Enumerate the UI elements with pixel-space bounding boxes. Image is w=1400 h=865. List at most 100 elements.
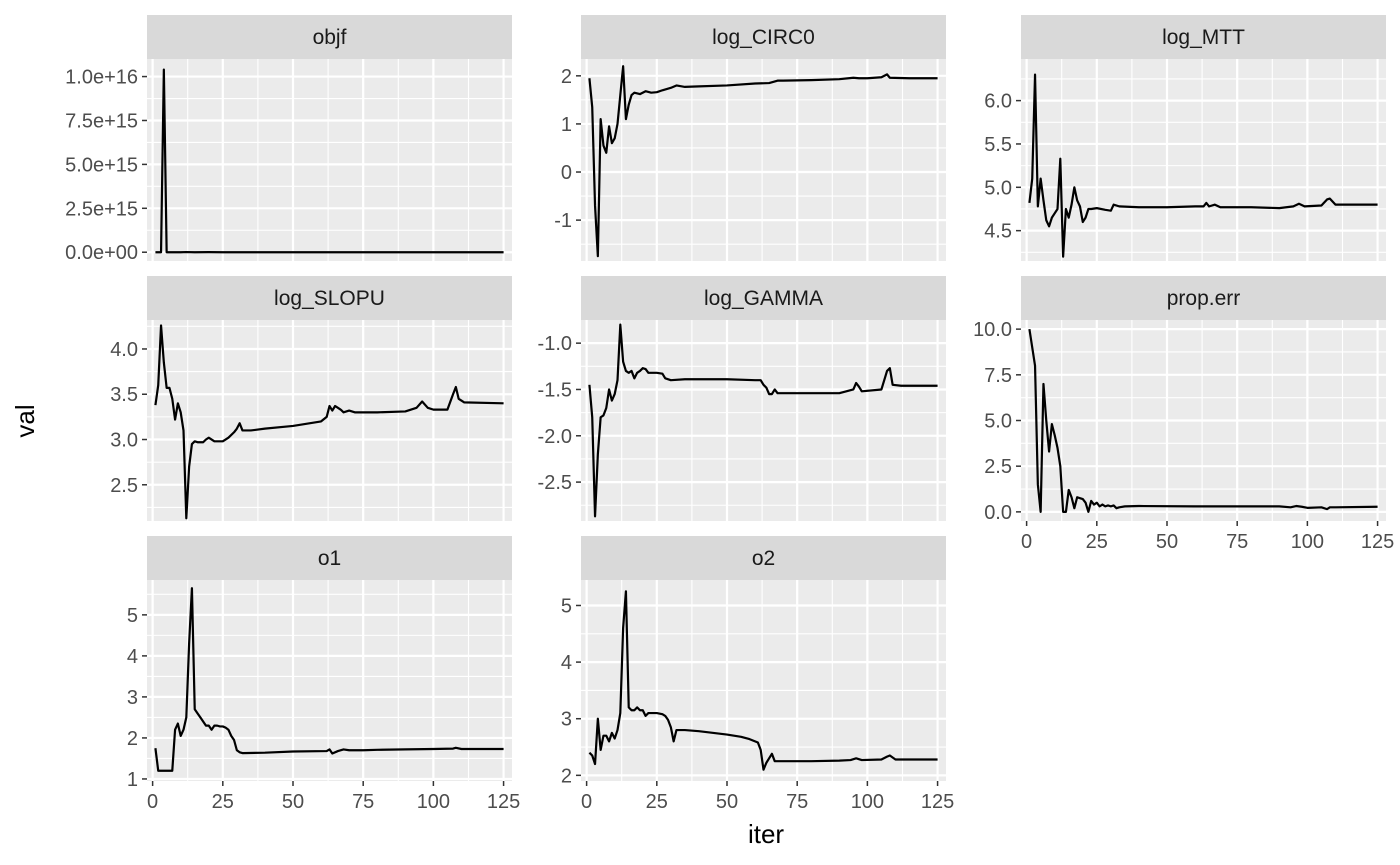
x-tick-label: 75 <box>352 791 374 813</box>
panel-background <box>581 580 946 781</box>
y-tick-label: 4 <box>127 646 138 668</box>
facet-strip <box>581 276 946 320</box>
y-tick-label: 2.5e+15 <box>65 198 138 220</box>
facet-panel-log_SLOPU: log_SLOPU 2.5 3.0 3.5 4.0 <box>110 276 512 521</box>
facet-panel-log_GAMMA: log_GAMMA -2.5 -2.0 -1.5 -1.0 <box>538 276 946 521</box>
y-tick-label: 5.5 <box>984 134 1012 156</box>
y-tick-label: 2 <box>561 66 572 88</box>
x-tick-label: 100 <box>1291 531 1324 553</box>
y-tick-label: 10.0 <box>973 319 1012 341</box>
facet-strip <box>1021 15 1386 59</box>
y-tick-label: 5 <box>127 605 138 627</box>
y-tick-label: 3 <box>127 687 138 709</box>
x-tick-label: 0 <box>1021 531 1032 553</box>
y-tick-label: 3 <box>561 709 572 731</box>
gridlines <box>1021 320 1386 521</box>
panel-background <box>1021 59 1386 261</box>
y-tick-label: 0.0 <box>984 502 1012 524</box>
y-tick-label: 4.5 <box>984 221 1012 243</box>
panel-background <box>581 59 946 261</box>
y-tick-label: 1.0e+16 <box>65 67 138 89</box>
facet-panel-log_MTT: log_MTT 4.5 5.0 5.5 6.0 <box>984 15 1386 261</box>
series-line-log_MTT <box>1028 73 1378 258</box>
x-tick-label: 100 <box>851 791 884 813</box>
y-tick-label: 0.0e+00 <box>65 242 138 264</box>
x-tick-label: 100 <box>417 791 450 813</box>
gridlines <box>147 580 512 781</box>
panels-layer: objf 0.0e+00 2.5e+15 5.0e+15 7.5e+15 1.0e+16 l… <box>65 15 1394 813</box>
panel-background <box>147 320 512 521</box>
y-tick-label: 7.5e+15 <box>65 110 138 132</box>
y-tick-label: 1 <box>561 114 572 136</box>
facet-strip <box>581 536 946 580</box>
facet-strip <box>147 15 512 59</box>
facet-strip-label: objf <box>313 26 347 49</box>
facet-strip <box>1021 276 1386 320</box>
facet-strip-label: prop.err <box>1167 287 1241 310</box>
y-tick-label: 7.5 <box>984 365 1012 387</box>
gridlines <box>581 320 946 521</box>
y-tick-label: 5.0e+15 <box>65 154 138 176</box>
series-line-objf <box>155 68 504 254</box>
y-tick-label: -1 <box>554 210 572 232</box>
y-tick-label: 2.5 <box>110 475 138 497</box>
panel-background <box>147 59 512 261</box>
facet-strip-label: log_MTT <box>1162 26 1245 49</box>
y-tick-label: 3.0 <box>110 430 138 452</box>
x-tick-label: 50 <box>282 791 304 813</box>
x-tick-label: 25 <box>646 791 668 813</box>
x-tick-label: 125 <box>1361 531 1394 553</box>
x-tick-label: 50 <box>1156 531 1178 553</box>
x-tick-label: 125 <box>487 791 520 813</box>
y-tick-label: 5.0 <box>984 411 1012 433</box>
series-line-log_GAMMA <box>588 323 938 518</box>
facet-strip <box>581 15 946 59</box>
gridlines <box>147 59 512 261</box>
y-tick-label: 6.0 <box>984 91 1012 113</box>
x-tick-label: 0 <box>147 791 158 813</box>
series-line-prop.err <box>1028 328 1378 513</box>
gridlines <box>581 580 946 781</box>
y-tick-label: 4.0 <box>110 339 138 361</box>
y-tick-label: 1 <box>127 769 138 791</box>
facet-strip <box>147 536 512 580</box>
x-tick-label: 50 <box>716 791 738 813</box>
panel-background <box>581 320 946 521</box>
y-tick-label: 2.5 <box>984 456 1012 478</box>
gridlines <box>1021 59 1386 261</box>
facet-strip-label: o2 <box>752 547 775 570</box>
y-tick-label: 5 <box>561 595 572 617</box>
facet-panel-prop.err: prop.err 0.0 2.5 5.0 7.5 10.0 0 25 50 75 100 125 <box>973 276 1394 553</box>
x-axis-title: iter <box>748 819 784 849</box>
y-tick-label: 5.0 <box>984 177 1012 199</box>
y-tick-label: -2.0 <box>538 426 572 448</box>
y-axis-title: val <box>10 404 40 437</box>
facet-strip <box>147 276 512 320</box>
y-tick-label: 4 <box>561 652 572 674</box>
y-tick-label: 3.5 <box>110 384 138 406</box>
y-tick-label: -1.5 <box>538 379 572 401</box>
series-line-o1 <box>154 587 504 772</box>
x-tick-label: 125 <box>921 791 954 813</box>
y-tick-label: -1.0 <box>538 333 572 355</box>
series-line-log_CIRC0 <box>588 65 938 258</box>
facet-strip-label: log_SLOPU <box>274 287 385 310</box>
x-tick-label: 0 <box>581 791 592 813</box>
facet-strip-label: o1 <box>318 547 341 570</box>
series-line-o2 <box>588 590 938 771</box>
facet-panel-log_CIRC0: log_CIRC0 -1 0 1 2 <box>554 15 946 261</box>
series-line-log_SLOPU <box>154 324 504 520</box>
facet-panel-objf: objf 0.0e+00 2.5e+15 5.0e+15 7.5e+15 1.0e+16 <box>65 15 512 264</box>
facet-strip-label: log_CIRC0 <box>712 26 815 49</box>
y-tick-label: 2 <box>127 728 138 750</box>
panel-background <box>147 580 512 781</box>
x-tick-label: 25 <box>1086 531 1108 553</box>
facet-strip-label: log_GAMMA <box>704 287 823 310</box>
x-tick-label: 75 <box>1226 531 1248 553</box>
y-tick-label: 0 <box>561 162 572 184</box>
y-tick-label: -2.5 <box>538 472 572 494</box>
gridlines <box>581 59 946 261</box>
